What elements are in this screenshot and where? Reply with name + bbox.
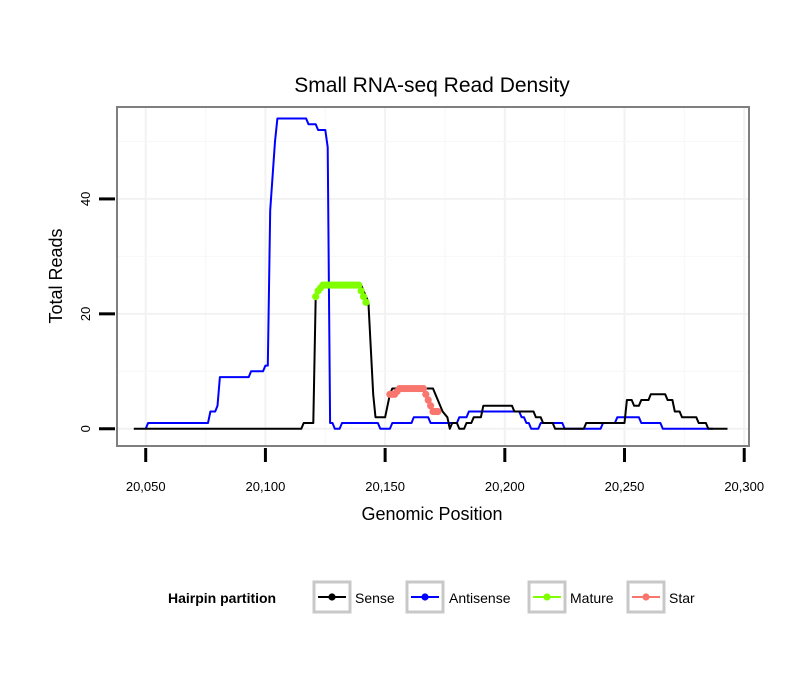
mature-point <box>355 281 363 289</box>
y-tick-label: 40 <box>78 192 93 206</box>
star-point <box>422 390 430 398</box>
series-layer <box>133 117 728 430</box>
legend-swatch-point-mature <box>543 593 551 601</box>
y-tick-label: 20 <box>78 307 93 321</box>
mature-point <box>362 298 370 306</box>
y-axis: 0 20 40 <box>78 192 115 432</box>
mature-point <box>357 287 365 295</box>
star-point <box>419 384 428 393</box>
x-tick-label: 20,050 <box>126 479 166 494</box>
mature-point <box>312 293 320 301</box>
star-series <box>386 384 442 416</box>
x-tick-label: 20,250 <box>605 479 645 494</box>
legend-swatch-point-star <box>642 593 650 601</box>
legend-swatch-point-sense <box>328 593 336 601</box>
x-tick-label: 20,150 <box>365 479 405 494</box>
star-point <box>424 396 432 404</box>
legend-label-mature: Mature <box>570 590 614 606</box>
legend-label-sense: Sense <box>355 590 395 606</box>
x-tick-label: 20,200 <box>485 479 525 494</box>
legend: Hairpin partition Sense Antisense Mature St… <box>168 580 695 614</box>
x-tick-label: 20,300 <box>724 479 764 494</box>
legend-label-star: Star <box>669 590 695 606</box>
mature-series <box>312 281 370 306</box>
legend-item-antisense: Antisense <box>405 580 511 614</box>
legend-item-mature: Mature <box>527 580 614 614</box>
y-axis-title: Total Reads <box>46 228 66 323</box>
legend-title: Hairpin partition <box>168 590 276 606</box>
legend-item-sense: Sense <box>312 580 395 614</box>
legend-item-star: Star <box>626 580 695 614</box>
x-axis: 20,050 20,100 20,150 20,200 20,250 20,300 <box>126 448 764 494</box>
y-tick-label: 0 <box>78 425 93 432</box>
legend-swatch-point-antisense <box>421 593 429 601</box>
x-tick-label: 20,100 <box>246 479 286 494</box>
legend-label-antisense: Antisense <box>449 590 511 606</box>
antisense-series-line <box>144 117 714 430</box>
chart-title: Small RNA-seq Read Density <box>294 74 570 97</box>
star-point <box>434 407 442 416</box>
plot-border <box>116 106 750 447</box>
mature-point <box>359 293 368 301</box>
x-axis-title: Genomic Position <box>361 504 502 524</box>
star-point <box>427 402 435 410</box>
grid <box>117 107 749 446</box>
